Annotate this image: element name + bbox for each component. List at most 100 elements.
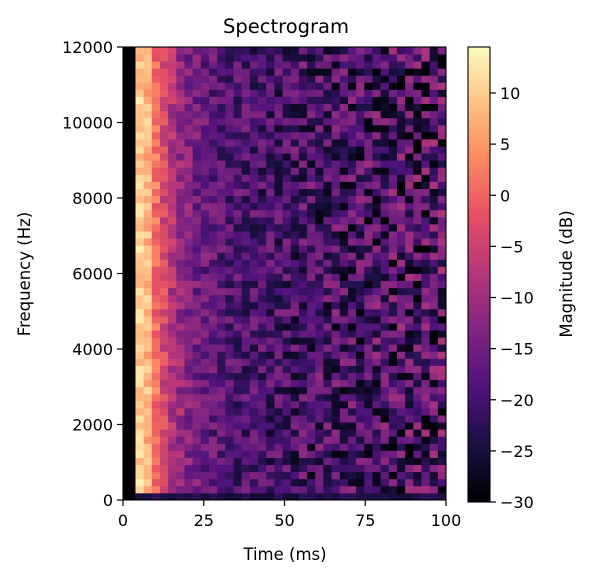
heatmap-cell <box>241 358 251 366</box>
heatmap-cell <box>168 89 177 97</box>
heatmap-cell <box>298 146 308 154</box>
heatmap-cell <box>372 485 382 494</box>
colorbar-tick-label: −10 <box>500 289 534 308</box>
heatmap-cell <box>413 372 422 381</box>
heatmap-cell <box>217 54 226 62</box>
heatmap-cell <box>123 47 128 55</box>
heatmap-cell <box>266 457 275 466</box>
heatmap-cell <box>274 308 283 317</box>
heatmap-cell <box>159 75 169 83</box>
heatmap-cell <box>323 223 332 232</box>
heatmap-cell <box>290 301 300 310</box>
heatmap-cell <box>429 146 439 154</box>
heatmap-cell <box>135 231 145 239</box>
heatmap-cell <box>437 54 447 62</box>
heatmap-cell <box>233 407 243 416</box>
heatmap-cell <box>347 478 357 487</box>
heatmap-cell <box>437 174 447 182</box>
heatmap-cell <box>249 153 259 161</box>
heatmap-cell <box>421 238 431 246</box>
heatmap-cell <box>282 308 292 317</box>
heatmap-cell <box>282 139 292 147</box>
heatmap-cell <box>413 188 422 197</box>
heatmap-cell <box>241 294 251 303</box>
heatmap-cell <box>282 415 292 423</box>
heatmap-cell <box>151 54 161 62</box>
heatmap-cell <box>127 330 136 338</box>
heatmap-cell <box>413 96 422 105</box>
heatmap-cell <box>200 464 210 473</box>
heatmap-cell <box>266 393 275 402</box>
heatmap-cell <box>364 308 373 317</box>
heatmap-cell <box>437 160 447 168</box>
heatmap-cell <box>233 450 243 458</box>
heatmap-cell <box>266 372 275 381</box>
heatmap-cell <box>192 351 202 359</box>
heatmap-cell <box>372 273 382 281</box>
heatmap-cell <box>192 365 202 373</box>
heatmap-cell <box>339 153 349 161</box>
heatmap-cell <box>176 485 185 494</box>
heatmap-cell <box>258 407 267 416</box>
heatmap-cell <box>421 96 431 105</box>
heatmap-cell <box>143 238 153 246</box>
heatmap-cell <box>127 181 136 189</box>
heatmap-cell <box>200 153 210 161</box>
heatmap-cell <box>315 139 324 147</box>
heatmap-cell <box>331 308 341 317</box>
heatmap-cell <box>241 223 251 232</box>
heatmap-cell <box>135 160 145 168</box>
heatmap-cell <box>396 301 406 310</box>
heatmap-cell <box>217 131 226 140</box>
heatmap-cell <box>192 110 202 119</box>
heatmap-cell <box>364 231 373 239</box>
heatmap-cell <box>298 223 308 232</box>
heatmap-cell <box>274 315 283 324</box>
heatmap-cell <box>168 478 177 487</box>
heatmap-cell <box>339 301 349 310</box>
heatmap-cell <box>249 372 259 381</box>
heatmap-cell <box>266 47 275 55</box>
heatmap-cell <box>372 351 382 359</box>
heatmap-cell <box>176 68 185 76</box>
heatmap-cell <box>307 351 316 359</box>
heatmap-cell <box>396 351 406 359</box>
heatmap-cell <box>405 393 414 402</box>
heatmap-cell <box>225 131 234 140</box>
heatmap-cell <box>413 124 422 133</box>
heatmap-cell <box>290 429 300 437</box>
heatmap-cell <box>200 160 210 168</box>
heatmap-cell <box>192 429 202 437</box>
heatmap-cell <box>159 337 169 345</box>
heatmap-cell <box>290 273 300 281</box>
heatmap-cell <box>176 344 185 352</box>
heatmap-cell <box>405 54 414 62</box>
heatmap-cell <box>233 323 243 331</box>
heatmap-cell <box>135 315 145 324</box>
heatmap-cell <box>168 167 177 175</box>
colorbar-tick-label: 0 <box>500 186 510 205</box>
heatmap-cell <box>380 75 390 83</box>
heatmap-cell <box>225 471 234 480</box>
heatmap-cell <box>127 188 136 197</box>
heatmap-cell <box>217 273 226 281</box>
heatmap-cell <box>217 188 226 197</box>
heatmap-cell <box>421 273 431 281</box>
heatmap-cell <box>347 61 357 69</box>
heatmap-cell <box>388 351 398 359</box>
heatmap-cell <box>396 415 406 423</box>
heatmap-cell <box>396 464 406 473</box>
heatmap-cell <box>315 450 324 458</box>
heatmap-cell <box>331 252 341 260</box>
heatmap-cell <box>258 96 267 105</box>
heatmap-cell <box>347 181 357 189</box>
heatmap-cell <box>274 188 283 197</box>
heatmap-cell <box>298 301 308 310</box>
heatmap-cell <box>437 330 447 338</box>
heatmap-cell <box>258 245 267 253</box>
heatmap-cell <box>258 139 267 147</box>
heatmap-cell <box>405 415 414 423</box>
heatmap-cell <box>339 82 349 90</box>
heatmap-cell <box>241 61 251 69</box>
heatmap-cell <box>258 315 267 324</box>
